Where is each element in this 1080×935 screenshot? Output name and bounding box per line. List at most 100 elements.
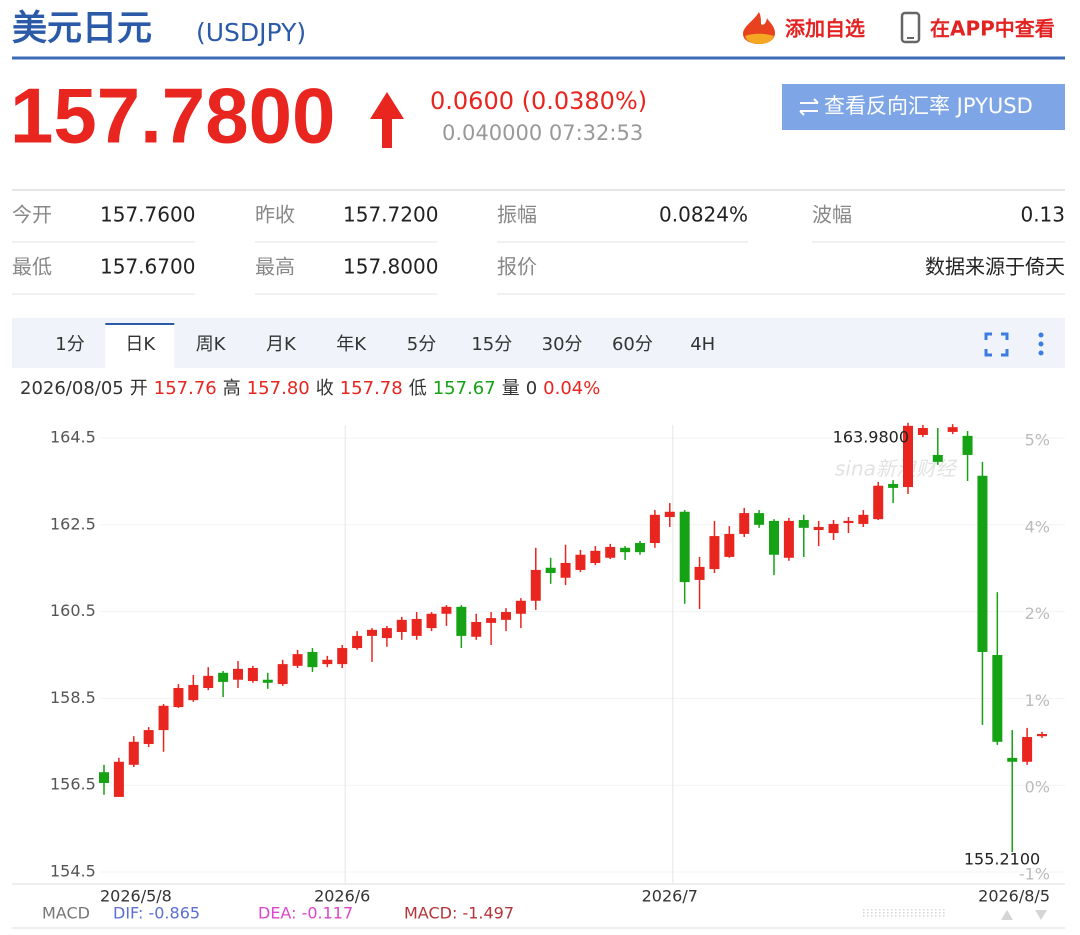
indicator-down[interactable] xyxy=(1035,910,1047,920)
candle-body xyxy=(560,562,571,578)
tab[interactable]: 60分 xyxy=(612,334,653,355)
scroll-dot xyxy=(879,915,881,917)
candle-body xyxy=(590,550,601,563)
y2-tick-label: -1% xyxy=(1019,865,1050,884)
x-tick-label: 2026/7 xyxy=(642,887,698,906)
tab[interactable]: 年K xyxy=(336,334,367,355)
candle-body xyxy=(262,679,273,683)
candle-body xyxy=(143,730,154,744)
scroll-dot xyxy=(867,909,869,911)
indicator-up[interactable] xyxy=(1001,910,1013,920)
stat-label: 振幅 xyxy=(497,203,537,227)
info-label: 收 xyxy=(316,378,334,399)
scroll-dot xyxy=(943,909,945,911)
scroll-dot xyxy=(895,909,897,911)
scroll-dot xyxy=(907,912,909,914)
candle-body xyxy=(486,618,497,623)
scroll-dot xyxy=(863,912,865,914)
reverse-rate-button[interactable] xyxy=(782,84,1065,130)
candle-body xyxy=(1037,733,1047,737)
info-value: 0 xyxy=(526,378,537,399)
tab[interactable]: 15分 xyxy=(471,334,512,355)
scroll-dot xyxy=(923,912,925,914)
scroll-dot xyxy=(887,915,889,917)
open-in-app[interactable]: 在APP中查看 xyxy=(930,17,1055,41)
candle-body xyxy=(352,635,363,649)
tab[interactable]: 1分 xyxy=(55,334,84,355)
scroll-dot xyxy=(871,909,873,911)
fullscreen-icon[interactable] xyxy=(984,332,1009,357)
tab[interactable]: 30分 xyxy=(542,334,583,355)
candle-body xyxy=(1007,757,1018,762)
info-date: 2026/08/05 xyxy=(20,378,124,399)
scroll-dot xyxy=(935,912,937,914)
info-value: 157.80 xyxy=(247,378,310,399)
info-bar: 2026/08/05 开 157.76 高 157.80 收 157.78 低 157.67 量 0… xyxy=(20,378,600,399)
y2-tick-label: 4% xyxy=(1025,517,1050,536)
candle-body xyxy=(322,659,333,665)
stat-value: 0.13 xyxy=(1020,203,1065,227)
scroll-dot xyxy=(919,909,921,911)
candle-body xyxy=(664,511,675,517)
stat-label: 昨收 xyxy=(255,203,295,227)
scroll-dot xyxy=(879,912,881,914)
y2-tick-label: 2% xyxy=(1025,604,1050,623)
flame-icon[interactable] xyxy=(743,12,775,44)
scroll-dot xyxy=(927,909,929,911)
candle-body xyxy=(977,475,988,652)
scroll-dot xyxy=(875,915,877,917)
scroll-dot xyxy=(931,909,933,911)
info-label: 低 xyxy=(409,378,427,399)
candle-body xyxy=(828,523,839,534)
info-value: 157.67 xyxy=(433,378,496,399)
info-value: 157.78 xyxy=(340,378,403,399)
pair-title: 美元日元 xyxy=(12,9,152,49)
tab[interactable]: 5分 xyxy=(407,334,436,355)
candle-body xyxy=(441,606,452,614)
tab[interactable]: 日K xyxy=(125,334,156,355)
tab[interactable]: 周K xyxy=(196,334,227,355)
scroll-dot xyxy=(875,912,877,914)
candle-body xyxy=(456,606,467,636)
scroll-dot xyxy=(927,915,929,917)
tab[interactable]: 月K xyxy=(266,334,297,355)
candle-body xyxy=(218,672,229,682)
scroll-dot xyxy=(935,915,937,917)
y-tick-label: 158.5 xyxy=(50,688,96,707)
candle-body xyxy=(1022,737,1033,762)
scroll-dot xyxy=(927,912,929,914)
candle-body xyxy=(233,668,243,680)
indicator-value: MACD: -1.497 xyxy=(404,904,514,923)
y2-tick-label: 0% xyxy=(1025,778,1050,797)
tab[interactable]: 4H xyxy=(690,334,715,355)
scroll-dot xyxy=(931,912,933,914)
candle-body xyxy=(545,567,556,573)
candle-body xyxy=(515,600,526,614)
stat-label: 波幅 xyxy=(812,203,852,227)
candle-body xyxy=(635,543,645,553)
scroll-dot xyxy=(867,915,869,917)
scroll-dot xyxy=(883,909,885,911)
more-icon[interactable] xyxy=(1038,332,1044,356)
scroll-dot xyxy=(911,909,913,911)
scroll-dot xyxy=(915,909,917,911)
scroll-dot xyxy=(907,909,909,911)
candle-body xyxy=(426,613,437,629)
reverse-rate-label[interactable]: 查看反向汇率 JPYUSD xyxy=(824,94,1033,118)
scroll-dot xyxy=(875,909,877,911)
candle-body xyxy=(113,761,124,797)
scroll-dot xyxy=(871,912,873,914)
candle-body xyxy=(411,618,422,636)
candle-body xyxy=(754,513,765,525)
add-watchlist[interactable]: 添加自选 xyxy=(785,17,865,41)
scroll-dot xyxy=(911,915,913,917)
scroll-dot xyxy=(923,909,925,911)
candle-body xyxy=(798,520,809,528)
stat-value: 数据来源于倚天 xyxy=(925,255,1065,279)
candle-body xyxy=(277,664,288,685)
stat-label: 最低 xyxy=(12,255,52,279)
scroll-dot xyxy=(899,909,901,911)
x-tick-label: 2026/6 xyxy=(314,887,370,906)
candle-body xyxy=(873,485,884,520)
candle-body xyxy=(381,628,392,639)
